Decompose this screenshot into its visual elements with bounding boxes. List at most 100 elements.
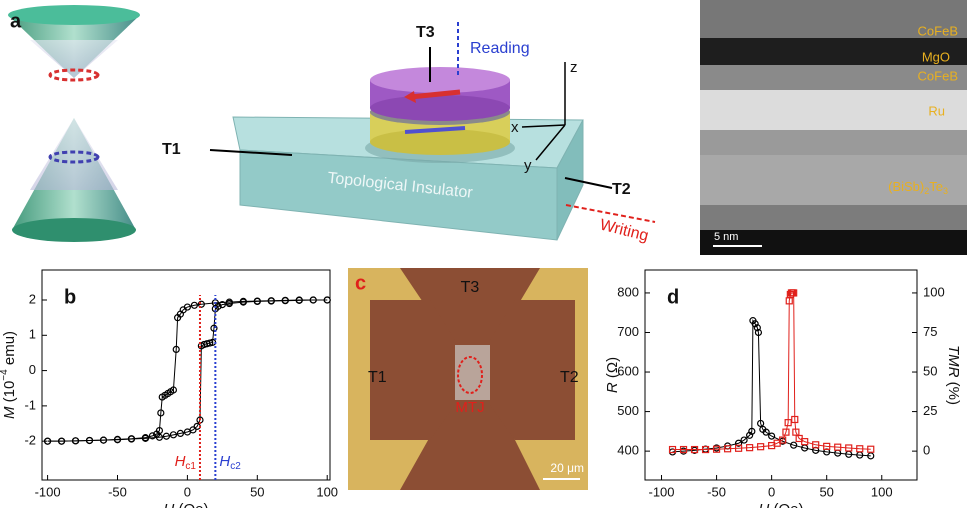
terminal-label: T2	[612, 181, 631, 198]
series-line	[47, 299, 328, 442]
plot-frame	[41, 269, 331, 481]
layer-label: (BiSb)2Te3	[888, 179, 948, 196]
y-tick-label: -2	[24, 433, 36, 448]
axis-label: H (Oe)	[163, 501, 208, 508]
data-point	[757, 443, 765, 451]
data-point	[735, 444, 743, 452]
y2-tick-label: 75	[923, 324, 937, 339]
data-point	[113, 435, 122, 444]
data-point	[153, 430, 161, 438]
data-point	[253, 297, 261, 305]
data-point	[127, 435, 136, 443]
x-tick-label: 100	[316, 484, 338, 499]
data-point	[189, 426, 197, 434]
data-point	[762, 428, 770, 436]
axis-label-part: −4	[0, 369, 10, 381]
data-point	[867, 445, 875, 453]
data-point	[43, 437, 52, 445]
axis-label-part: (%)	[945, 378, 962, 406]
data-point	[225, 298, 233, 306]
axis-label-part: (Oe)	[174, 501, 208, 508]
panel-label: b	[64, 286, 76, 308]
data-point	[790, 441, 798, 449]
x-tick-label: -50	[707, 484, 726, 499]
data-point	[768, 432, 776, 440]
y2-tick-label: 50	[923, 363, 937, 378]
formula-part: (BiSb)	[888, 179, 924, 194]
y-tick-label: 400	[617, 443, 639, 458]
x-tick-label: 50	[250, 484, 264, 499]
axis-label-part: H	[758, 501, 769, 508]
axis-label-part: (10	[1, 381, 18, 407]
data-point	[784, 419, 792, 427]
data-point	[57, 437, 66, 445]
label-part: H	[175, 453, 186, 470]
mtj-label: MTJ	[455, 399, 484, 416]
layer-label: CoFeB	[918, 68, 958, 83]
panel-label: d	[667, 286, 679, 308]
data-point	[141, 434, 150, 442]
data-point	[172, 345, 180, 354]
data-point	[309, 296, 317, 304]
y-tick-label: 700	[617, 324, 639, 339]
data-point	[71, 437, 80, 445]
x-tick-label: 0	[184, 484, 191, 499]
formula-part: Te	[929, 179, 943, 194]
data-point	[845, 444, 853, 452]
data-point	[323, 296, 331, 304]
device	[209, 22, 656, 241]
axis-label-part: emu)	[1, 331, 18, 369]
data-point	[748, 427, 756, 435]
data-point	[746, 431, 754, 439]
terminal-label: T3	[416, 24, 435, 41]
label-part: c1	[185, 461, 196, 472]
terminal-label: T2	[560, 369, 579, 386]
y-tick-label: 500	[617, 403, 639, 418]
data-point	[157, 409, 165, 417]
data-point	[197, 300, 205, 308]
formula-part: 3	[943, 186, 948, 196]
data-point	[735, 439, 743, 447]
data-point	[723, 445, 732, 453]
panel-label: c	[355, 272, 366, 294]
formula-part: 2	[924, 186, 929, 196]
dirac-cones	[8, 5, 140, 242]
data-point	[169, 431, 178, 439]
critical-field-label: Hc2	[219, 453, 241, 472]
data-point	[668, 445, 677, 454]
data-point	[757, 419, 765, 428]
series-line	[47, 299, 328, 442]
terminal-label: T1	[368, 369, 387, 386]
data-point	[174, 314, 182, 322]
y-tick-label: 1	[29, 327, 36, 342]
data-point	[99, 436, 108, 444]
y-tick-label: 0	[29, 362, 36, 377]
layer-label: CoFeB	[918, 23, 958, 38]
axis-label-part: (Ω)	[604, 357, 621, 382]
label-part: c2	[230, 461, 241, 472]
data-point	[740, 436, 748, 444]
y-tick-label: -1	[24, 397, 36, 412]
data-point	[754, 328, 763, 337]
data-point	[162, 432, 171, 440]
data-point	[239, 297, 247, 306]
label-part: H	[219, 453, 230, 470]
data-point	[281, 296, 289, 304]
x-tick-label: -100	[35, 484, 61, 499]
data-point	[267, 297, 275, 305]
x-tick-label: -50	[108, 484, 127, 499]
data-point	[690, 445, 699, 454]
x-tick-label: 0	[768, 484, 775, 499]
data-point	[295, 296, 303, 304]
x-tick-label: 50	[819, 484, 833, 499]
axis-label: H (Oe)	[758, 501, 803, 508]
y-tick-label: 2	[29, 291, 36, 306]
axis-label: M (10−4 emu)	[0, 331, 18, 419]
data-point	[679, 445, 688, 454]
writing-label: Writing	[598, 216, 650, 244]
axis-z: z	[570, 59, 578, 76]
data-point	[746, 444, 754, 452]
data-point	[701, 445, 710, 454]
